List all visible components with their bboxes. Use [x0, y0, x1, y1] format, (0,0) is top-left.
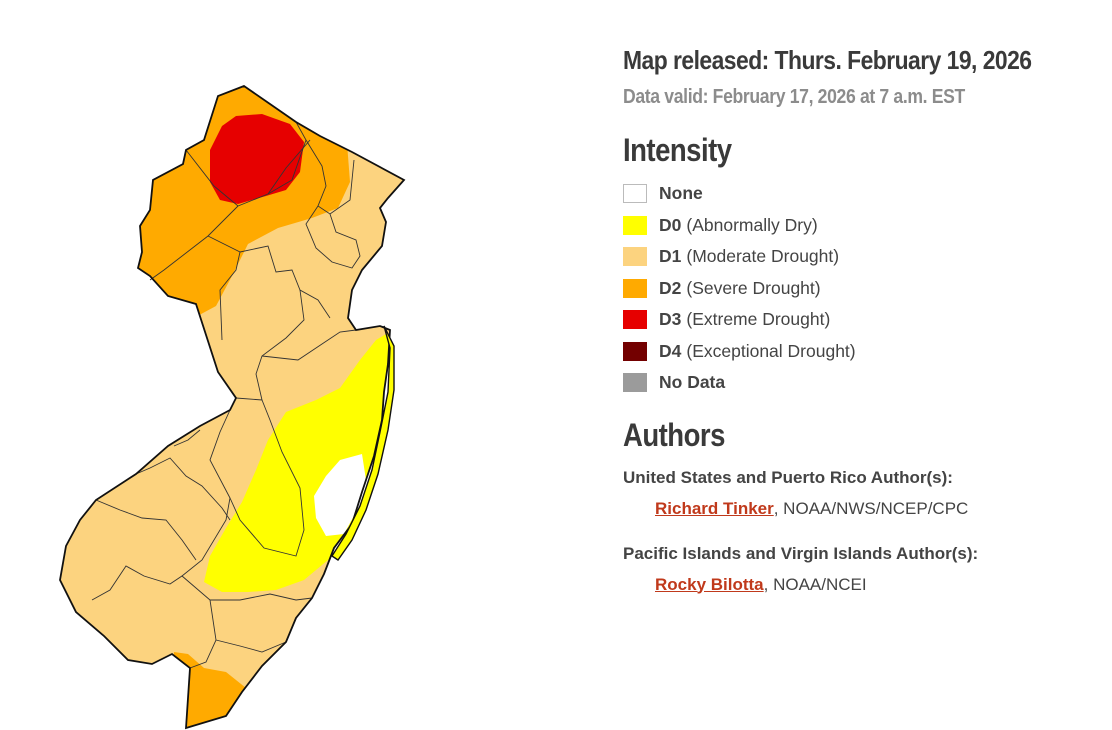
drought-map — [59, 84, 406, 730]
legend-item-d4: D4 (Exceptional Drought) — [623, 336, 1093, 368]
legend-item-d1: D1 (Moderate Drought) — [623, 241, 1093, 273]
author-affiliation: , NOAA/NWS/NCEP/CPC — [773, 498, 969, 518]
legend-code: D4 — [659, 340, 682, 361]
legend-desc: (Abnormally Dry) — [686, 214, 818, 235]
map-released-date: Map released: Thurs. February 19, 2026 — [623, 45, 1032, 75]
legend-swatch-d1 — [623, 247, 647, 267]
author-link-rocky-bilotta[interactable]: Rocky Bilotta — [655, 574, 764, 594]
legend-swatch-no-data — [623, 373, 647, 393]
legend-code: None — [659, 183, 703, 204]
barrier-island — [331, 325, 395, 561]
legend-swatch-d4 — [623, 341, 647, 361]
author-link-richard-tinker[interactable]: Richard Tinker — [655, 498, 774, 518]
author-group-us: United States and Puerto Rico Author(s):… — [623, 463, 1093, 525]
legend-code: D2 — [659, 277, 682, 298]
legend-swatch-none — [623, 184, 647, 204]
legend-swatch-d3 — [623, 310, 647, 330]
intensity-heading: Intensity — [623, 132, 732, 168]
legend-desc: (Moderate Drought) — [686, 246, 840, 267]
author-region: Pacific Islands and Virgin Islands Autho… — [623, 543, 979, 563]
legend-item-d3: D3 (Extreme Drought) — [623, 304, 1093, 336]
legend-desc: (Severe Drought) — [686, 277, 821, 298]
legend-desc: (Extreme Drought) — [686, 309, 831, 330]
author-group-pacific: Pacific Islands and Virgin Islands Autho… — [623, 539, 1093, 601]
legend-desc: (Exceptional Drought) — [686, 340, 856, 361]
none-region — [314, 454, 366, 536]
author-line: Richard Tinker, NOAA/NWS/NCEP/CPC — [623, 493, 1093, 525]
d3-region — [210, 114, 304, 204]
nj-state-border — [59, 84, 406, 730]
data-valid-date: Data valid: February 17, 2026 at 7 a.m. … — [623, 86, 965, 108]
legend-item-d2: D2 (Severe Drought) — [623, 273, 1093, 305]
legend-code: No Data — [659, 372, 726, 393]
author-affiliation: , NOAA/NCEI — [763, 574, 867, 594]
authors-heading: Authors — [623, 416, 725, 453]
new-jersey-drought-map — [59, 84, 406, 730]
legend-code: D1 — [659, 246, 682, 267]
legend-swatch-d2 — [623, 278, 647, 298]
legend-item-d0: D0 (Abnormally Dry) — [623, 210, 1093, 242]
info-panel: Map released: Thurs. February 19, 2026 D… — [623, 40, 1093, 601]
author-line: Rocky Bilotta, NOAA/NCEI — [623, 569, 1093, 601]
legend-item-none: None — [623, 178, 1093, 210]
legend-code: D3 — [659, 309, 682, 330]
legend-swatch-d0 — [623, 215, 647, 235]
legend-item-no-data: No Data — [623, 367, 1093, 399]
author-region: United States and Puerto Rico Author(s): — [623, 467, 953, 487]
county-boundaries — [91, 121, 361, 669]
intensity-legend: None D0 (Abnormally Dry) D1 (Moderate Dr… — [623, 178, 1093, 399]
legend-code: D0 — [659, 214, 682, 235]
